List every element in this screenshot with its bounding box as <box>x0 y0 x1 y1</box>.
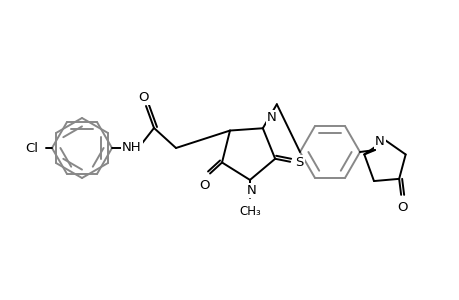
Text: O: O <box>139 91 149 103</box>
Text: N: N <box>246 184 256 197</box>
Text: O: O <box>396 201 407 214</box>
Text: N: N <box>266 111 276 124</box>
Text: NH: NH <box>122 140 141 154</box>
Text: N: N <box>374 135 384 148</box>
Text: S: S <box>295 156 303 169</box>
Text: O: O <box>198 179 209 193</box>
Text: CH₃: CH₃ <box>239 205 260 218</box>
Text: Cl: Cl <box>25 142 38 154</box>
